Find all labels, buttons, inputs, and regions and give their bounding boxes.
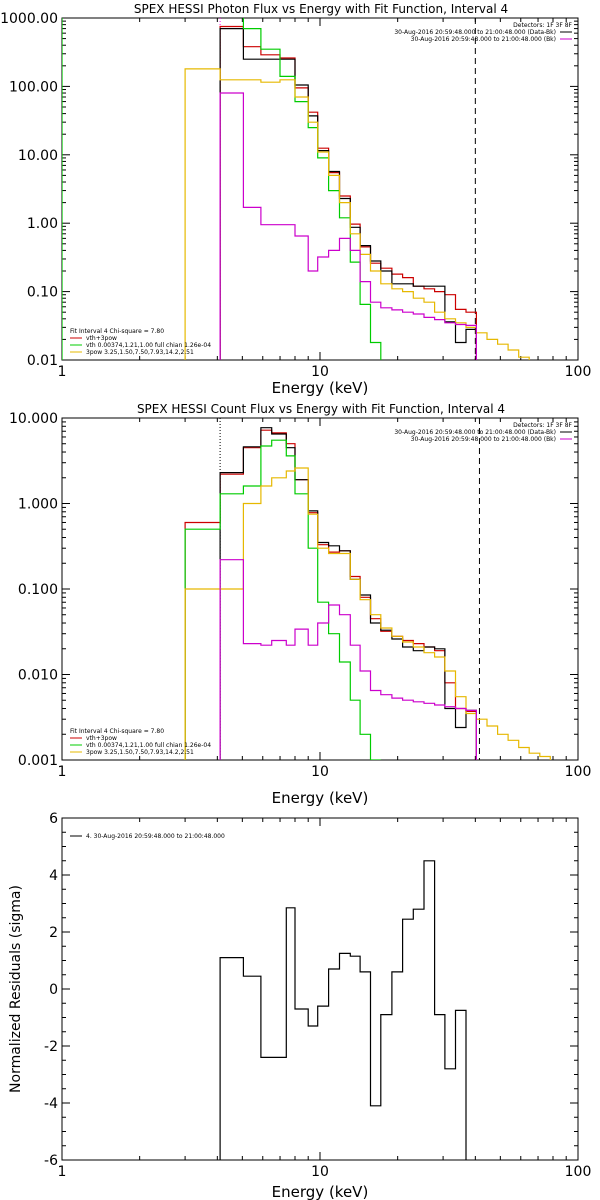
y-tick-label: 0.10 bbox=[27, 285, 58, 301]
legend-entry: Fit Interval 4 Chi-square = 7.80 bbox=[70, 728, 164, 735]
residuals-axes: 1 10 100 6 4 2 0 -2 -4 -6 bbox=[44, 811, 591, 1180]
count-flux-x-axis-label: Energy (keV) bbox=[272, 789, 369, 807]
count-flux-panel: SPEX HESSI Count Flux vs Energy with Fit… bbox=[9, 402, 591, 807]
y-tick-label: 6 bbox=[49, 811, 58, 827]
y-tick-label: 0.01 bbox=[27, 353, 58, 369]
residuals-legend-top: 4. 30-Aug-2016 20:59:48.000 to 21:00:48.… bbox=[70, 833, 225, 840]
count-flux-plot-frame bbox=[61, 417, 579, 761]
y-tick-label: -6 bbox=[44, 1153, 58, 1169]
count-flux-reference-lines bbox=[219, 418, 480, 760]
legend-entry: Detectors: 1F 3F 8F bbox=[513, 22, 572, 29]
x-tick-label: 100 bbox=[565, 1164, 592, 1180]
photon-flux-plot-frame bbox=[61, 17, 579, 361]
series-2-histogram bbox=[184, 439, 381, 760]
y-tick-label: 0.100 bbox=[18, 582, 58, 598]
y-tick-label: 100.00 bbox=[9, 79, 58, 95]
series-1-histogram bbox=[219, 427, 477, 760]
legend-entry: vth+3pow bbox=[86, 735, 117, 742]
y-tick-label: 0.001 bbox=[18, 753, 58, 769]
legend-entry: 30-Aug-2016 20:59:48.000 to 21:00:48.000… bbox=[411, 36, 556, 43]
series-3-histogram bbox=[184, 68, 530, 360]
series-4-histogram bbox=[219, 559, 477, 760]
y-tick-label: 10.000 bbox=[9, 411, 58, 427]
y-tick-label: 1.000 bbox=[18, 497, 58, 513]
series-0-histogram bbox=[184, 429, 477, 760]
x-tick-label: 100 bbox=[565, 764, 592, 780]
y-tick-label: 4 bbox=[49, 868, 58, 884]
residuals-x-axis-label: Energy (keV) bbox=[272, 1183, 369, 1200]
y-tick-label: 10.00 bbox=[18, 148, 58, 164]
y-tick-label: 2 bbox=[49, 925, 58, 941]
count-flux-title: SPEX HESSI Count Flux vs Energy with Fit… bbox=[137, 402, 505, 416]
photon-flux-panel: SPEX HESSI Photon Flux vs Energy with Fi… bbox=[0, 2, 591, 397]
legend-entry: 30-Aug-2016 20:59:48.000 to 21:00:48.000… bbox=[411, 436, 556, 443]
x-tick-label: 1 bbox=[58, 1164, 67, 1180]
legend-entry: Detectors: 1F 3F 8F bbox=[513, 422, 572, 429]
photon-flux-reference-lines bbox=[219, 18, 476, 360]
x-tick-label: 100 bbox=[565, 364, 592, 380]
legend-entry: 3pow 3.25,1.50,7.50,7.93,14.2,2.51 bbox=[86, 749, 194, 756]
legend-entry: vth 0.00374,1.21,1.00 full chian 1.26e-0… bbox=[86, 342, 211, 349]
count-flux-legend-bottom: Fit Interval 4 Chi-square = 7.80vth+3pow… bbox=[70, 728, 211, 756]
y-tick-label: 1000.00 bbox=[0, 11, 58, 27]
y-tick-label: 0.010 bbox=[18, 668, 58, 684]
legend-entry: 30-Aug-2016 20:59:48.000 to 21:00:48.000… bbox=[394, 29, 556, 36]
count-flux-axes: 1 10 100 10.000 1.000 0.100 0.010 0.001 bbox=[9, 411, 591, 780]
residuals-y-axis-label: Normalized Residuals (sigma) bbox=[8, 885, 24, 1093]
legend-entry: vth 0.00374,1.21,1.00 full chian 1.26e-0… bbox=[86, 742, 211, 749]
photon-flux-x-axis-label: Energy (keV) bbox=[272, 379, 369, 397]
series-0-histogram bbox=[219, 25, 477, 360]
series-1-histogram bbox=[219, 28, 477, 360]
y-tick-label: -2 bbox=[44, 1039, 58, 1055]
photon-flux-title: SPEX HESSI Photon Flux vs Energy with Fi… bbox=[134, 2, 508, 16]
residuals-plot-frame bbox=[61, 817, 579, 1161]
legend-entry: 4. 30-Aug-2016 20:59:48.000 to 21:00:48.… bbox=[86, 833, 225, 840]
legend-entry: Fit Interval 4 Chi-square = 7.80 bbox=[70, 328, 164, 335]
y-tick-label: 0 bbox=[49, 982, 58, 998]
photon-flux-legend-bottom: Fit Interval 4 Chi-square = 7.80vth+3pow… bbox=[70, 328, 211, 356]
photon-flux-series bbox=[62, 18, 530, 360]
series-2-histogram bbox=[62, 18, 382, 360]
x-tick-label: 1 bbox=[58, 764, 67, 780]
count-flux-series bbox=[184, 427, 551, 760]
legend-entry: 3pow 3.25,1.50,7.50,7.93,14.2,2.51 bbox=[86, 349, 194, 356]
x-tick-label: 10 bbox=[311, 364, 329, 380]
series-0-histogram bbox=[219, 860, 467, 1160]
photon-flux-axes: 1 10 100 1000.00 100.00 10.00 1.00 0.10 0.01 bbox=[0, 11, 591, 380]
legend-entry: 30-Aug-2016 20:59:48.000 to 21:00:48.000… bbox=[394, 429, 556, 436]
y-tick-label: -4 bbox=[44, 1096, 58, 1112]
legend-entry: vth+3pow bbox=[86, 335, 117, 342]
x-tick-label: 1 bbox=[58, 364, 67, 380]
y-tick-label: 1.00 bbox=[27, 216, 58, 232]
x-tick-label: 10 bbox=[311, 764, 329, 780]
series-4-histogram bbox=[219, 92, 477, 360]
series-3-histogram bbox=[184, 467, 551, 760]
x-tick-label: 10 bbox=[311, 1164, 329, 1180]
residuals-panel: 1 10 100 6 4 2 0 -2 -4 -6 4. 30-Aug-2016 20:59:48… bbox=[8, 811, 591, 1200]
residuals-series bbox=[219, 860, 467, 1160]
